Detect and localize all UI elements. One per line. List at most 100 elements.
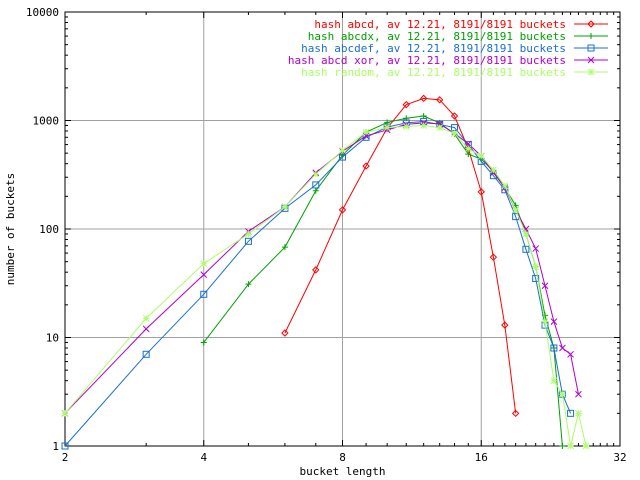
point-marker (245, 230, 252, 238)
point-marker (61, 409, 69, 417)
point-marker (587, 56, 595, 64)
legend-entry: hash abcdx, av 12.21, 8191/8191 buckets (308, 30, 608, 43)
point-marker (587, 20, 595, 28)
y-tick-label: 100 (39, 223, 59, 236)
point-marker (402, 100, 410, 109)
point-marker (559, 390, 566, 398)
series-5 (61, 122, 590, 450)
point-marker (61, 442, 69, 450)
point-marker (587, 68, 595, 76)
point-marker (142, 315, 150, 322)
point-marker (339, 147, 346, 154)
point-marker (451, 130, 458, 137)
point-marker (436, 124, 444, 131)
point-marker (532, 274, 540, 282)
x-tick-label: 2 (62, 451, 69, 464)
point-marker (587, 44, 595, 52)
point-marker (419, 94, 428, 103)
point-marker (281, 329, 289, 337)
point-marker (420, 122, 428, 129)
point-marker (567, 350, 574, 358)
legend-label: hash abcd xor, av 12.21, 8191/8191 bucke… (288, 54, 566, 67)
x-tick-label: 4 (200, 451, 207, 464)
point-marker (245, 281, 252, 288)
point-marker (477, 152, 485, 160)
x-tick-label: 16 (475, 451, 488, 464)
series-line (284, 97, 517, 414)
point-marker (281, 203, 289, 211)
point-marker (402, 123, 410, 130)
point-marker (464, 145, 472, 153)
point-marker (465, 151, 472, 158)
point-marker (541, 318, 549, 325)
y-tick-label: 10 (46, 332, 59, 345)
y-tick-label: 10000 (26, 6, 59, 19)
point-marker (450, 112, 459, 120)
point-marker (501, 182, 509, 190)
point-marker (522, 225, 530, 233)
point-marker (362, 162, 370, 170)
point-marker (142, 325, 150, 333)
point-marker (142, 350, 150, 358)
series-line (64, 120, 572, 447)
point-marker (200, 260, 208, 267)
series-3 (61, 117, 575, 450)
point-marker (567, 409, 575, 417)
point-marker (200, 339, 207, 346)
point-marker (522, 230, 530, 238)
point-marker (532, 245, 540, 252)
point-marker (312, 181, 320, 189)
legend-label: hash abcdx, av 12.21, 8191/8191 buckets (308, 30, 566, 43)
point-marker (362, 128, 370, 136)
y-axis-label: number of buckets (4, 173, 17, 286)
grid (65, 12, 620, 446)
point-marker (244, 237, 252, 245)
point-marker (550, 344, 558, 352)
legend-entry: hash abcd, av 12.21, 8191/8191 buckets (314, 18, 608, 31)
point-marker (477, 188, 485, 196)
point-marker (532, 263, 540, 270)
legend: hash abcd, av 12.21, 8191/8191 bucketsha… (288, 18, 608, 79)
point-marker (490, 166, 497, 174)
point-marker (559, 344, 566, 352)
point-marker (489, 253, 498, 261)
point-marker (312, 187, 319, 194)
point-marker (575, 409, 582, 417)
y-tick-label: 1000 (33, 115, 60, 128)
legend-entry: hash abcdef, av 12.21, 8191/8191 buckets (301, 42, 608, 55)
point-marker (550, 377, 558, 385)
point-marker (541, 282, 549, 290)
y-tick-label: 1 (52, 440, 59, 453)
point-marker (550, 318, 558, 325)
series-line (64, 124, 587, 447)
point-marker (200, 290, 208, 298)
point-marker (567, 442, 574, 450)
point-marker (512, 206, 520, 214)
point-marker (501, 321, 509, 329)
point-marker (338, 206, 347, 214)
point-marker (383, 124, 391, 131)
point-marker (281, 244, 288, 251)
series-group (61, 94, 590, 450)
x-axis-label: bucket length (299, 465, 385, 478)
point-marker (511, 409, 520, 418)
point-marker (522, 245, 530, 253)
legend-entry: hash random, av 12.21, 8191/8191 buckets (301, 66, 608, 79)
point-marker (559, 443, 566, 449)
point-marker (339, 153, 346, 161)
legend-label: hash abcdef, av 12.21, 8191/8191 buckets (301, 42, 566, 55)
point-marker (200, 271, 208, 278)
point-marker (582, 442, 590, 450)
point-marker (588, 33, 594, 39)
x-tick-label: 32 (613, 451, 626, 464)
x-tick-label: 8 (339, 451, 346, 464)
point-marker (312, 170, 320, 178)
legend-label: hash random, av 12.21, 8191/8191 buckets (301, 66, 566, 79)
y-axis-ticks: 1 10 100 1000 10000 (26, 6, 620, 453)
point-marker (575, 390, 582, 398)
point-marker (435, 96, 444, 104)
legend-entry: hash abcd xor, av 12.21, 8191/8191 bucke… (288, 54, 608, 67)
legend-label: hash abcd, av 12.21, 8191/8191 buckets (314, 18, 566, 31)
